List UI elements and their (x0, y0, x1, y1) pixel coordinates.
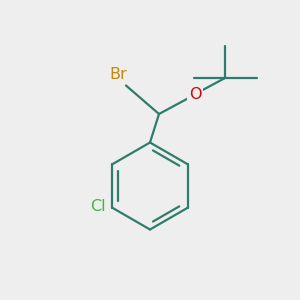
Text: Cl: Cl (90, 199, 106, 214)
Text: O: O (189, 87, 201, 102)
Text: Br: Br (110, 67, 128, 82)
